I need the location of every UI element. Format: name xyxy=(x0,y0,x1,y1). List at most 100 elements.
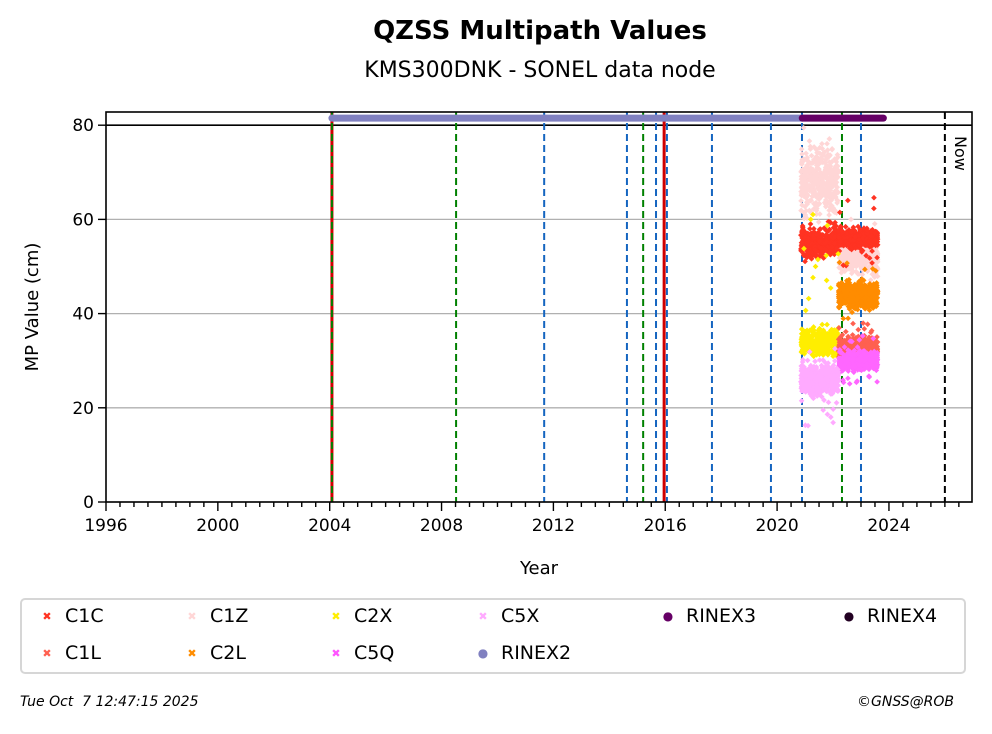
data-point xyxy=(831,221,838,228)
data-point xyxy=(814,158,820,165)
timestamp: Tue Oct 7 12:47:15 2025 xyxy=(20,694,199,710)
data-point xyxy=(808,152,815,159)
data-point xyxy=(799,231,805,238)
data-point xyxy=(826,207,833,214)
y-tick-label: 20 xyxy=(72,399,94,419)
data-point xyxy=(807,225,813,232)
cross-marker-icon: ✖ xyxy=(331,646,341,660)
cross-marker-icon: ✖ xyxy=(187,609,197,623)
data-point xyxy=(802,169,808,175)
data-point xyxy=(824,321,830,328)
data-point xyxy=(874,378,880,385)
data-point xyxy=(850,320,856,327)
data-point xyxy=(829,244,835,250)
data-point xyxy=(805,238,812,245)
chart-title: QZSS Multipath Values xyxy=(373,16,707,46)
data-point xyxy=(869,248,875,254)
legend-label: C1C xyxy=(65,605,104,627)
legend-label: C5Q xyxy=(354,642,395,664)
data-point xyxy=(848,216,854,223)
data-point xyxy=(802,307,809,314)
data-point xyxy=(800,250,807,257)
data-point xyxy=(798,192,805,199)
event-lines xyxy=(330,112,946,502)
data-point xyxy=(816,166,822,172)
y-tick-label: 60 xyxy=(72,210,94,230)
data-point xyxy=(818,155,825,162)
data-point xyxy=(804,192,811,199)
legend-item-c2x: ✖ C2X xyxy=(327,605,392,627)
data-point xyxy=(808,167,814,173)
data-point xyxy=(807,178,814,184)
data-point xyxy=(798,198,804,204)
data-point xyxy=(850,262,856,269)
data-point xyxy=(807,254,813,261)
data-point xyxy=(835,174,841,180)
data-point xyxy=(807,187,814,194)
cross-marker-icon: ✖ xyxy=(331,609,341,623)
legend-item-c5q: ✖ C5Q xyxy=(327,642,394,664)
data-point xyxy=(813,154,820,160)
data-point xyxy=(823,247,830,253)
data-point xyxy=(826,170,833,177)
legend-item-c1c: ✖ C1C xyxy=(38,605,104,627)
data-point xyxy=(801,210,808,216)
data-point xyxy=(816,200,823,207)
data-point xyxy=(807,146,814,152)
dot-marker-icon: ● xyxy=(843,609,855,623)
data-point xyxy=(813,207,820,214)
data-point xyxy=(867,277,874,283)
data-point xyxy=(798,239,805,246)
data-point xyxy=(817,245,824,251)
data-point xyxy=(811,144,817,150)
data-point xyxy=(815,180,822,186)
data-point xyxy=(822,156,829,163)
data-point xyxy=(830,419,836,426)
data-point xyxy=(799,160,805,166)
data-point xyxy=(810,274,816,281)
data-point xyxy=(806,249,812,255)
data-point xyxy=(822,240,829,247)
data-point xyxy=(854,270,861,277)
x-tick-label: 2024 xyxy=(867,516,910,536)
data-point xyxy=(833,399,840,406)
data-point xyxy=(822,201,829,208)
data-point xyxy=(800,173,806,180)
data-point xyxy=(813,231,820,238)
data-point xyxy=(822,227,829,233)
data-point xyxy=(816,211,823,217)
data-point xyxy=(846,380,853,387)
legend-item-c2l: ✖ C2L xyxy=(183,642,246,664)
legend-label: C5X xyxy=(501,605,540,627)
data-point xyxy=(823,174,829,181)
data-point xyxy=(812,246,818,253)
data-point xyxy=(845,315,851,322)
data-point xyxy=(800,124,807,131)
x-tick-label: 2008 xyxy=(420,516,463,536)
cross-marker-icon: ✖ xyxy=(42,646,52,660)
data-point xyxy=(823,232,830,238)
data-point xyxy=(806,198,813,204)
data-point xyxy=(806,138,813,144)
data-point xyxy=(831,166,838,173)
data-point xyxy=(838,269,845,276)
data-point xyxy=(808,160,815,166)
y-tick-label: 0 xyxy=(83,493,94,513)
scatter-points xyxy=(798,124,881,429)
dot-marker-icon: ● xyxy=(477,646,489,660)
data-point xyxy=(839,253,845,259)
x-tick-label: 2004 xyxy=(308,516,351,536)
data-point xyxy=(799,228,805,234)
data-point xyxy=(826,136,833,142)
data-point xyxy=(815,219,822,225)
data-point xyxy=(799,224,806,231)
legend-label: RINEX3 xyxy=(686,605,757,627)
y-tick-label: 40 xyxy=(72,305,94,325)
x-axis-label: Year xyxy=(519,558,559,579)
data-point xyxy=(803,150,809,157)
y-axis-label: MP Value (cm) xyxy=(22,243,43,372)
dot-marker-icon: ● xyxy=(662,609,674,623)
data-point xyxy=(807,221,814,227)
legend-label: RINEX2 xyxy=(501,642,572,664)
cross-marker-icon: ✖ xyxy=(478,609,488,623)
